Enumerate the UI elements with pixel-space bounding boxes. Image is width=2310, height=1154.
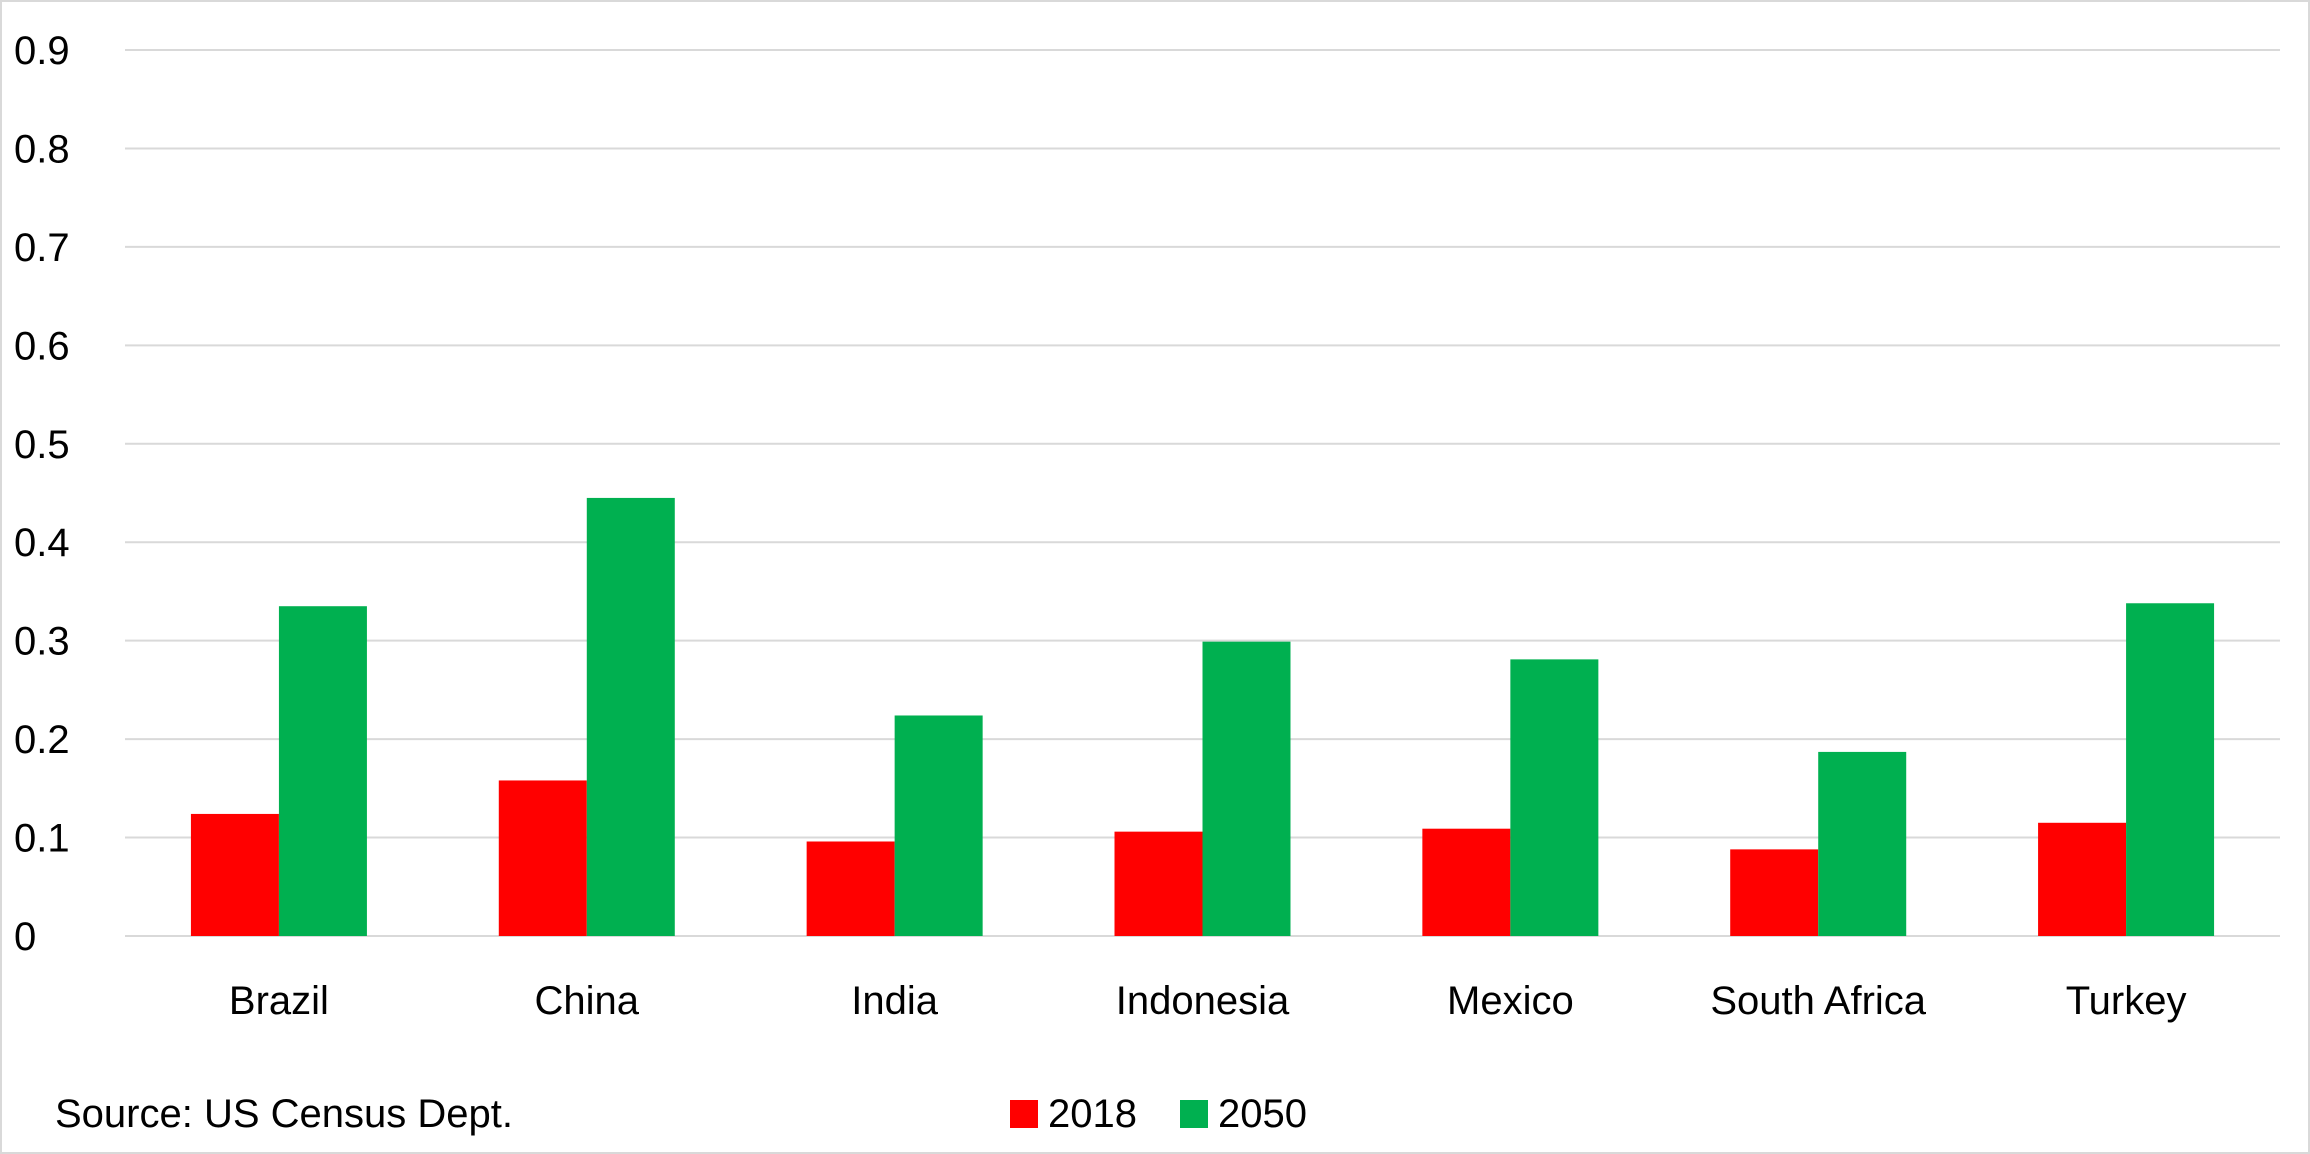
bar-2018-indonesia [1114,831,1203,936]
y-tick-label: 0.3 [14,620,70,664]
x-category-label: Indonesia [1116,979,1290,1023]
y-tick-label: 0.9 [14,29,70,73]
bar-2050-china [586,497,675,936]
x-category-label: Brazil [229,979,329,1023]
source-note: Source: US Census Dept. [55,1092,513,1136]
legend-label-2050: 2050 [1218,1092,1307,1136]
bar-2050-south-africa [1818,751,1907,936]
x-category-label: China [535,979,640,1023]
bars [190,497,2215,936]
bar-2050-brazil [278,606,367,936]
bar-2018-china [498,780,587,936]
legend-label-2018: 2018 [1048,1092,1137,1136]
x-category-label: Mexico [1447,979,1574,1023]
y-tick-label: 0 [14,915,36,959]
x-axis-labels: Brazil China India Indonesia Mexico South Afr… [229,979,2187,1023]
bar-2050-mexico [1510,659,1599,936]
y-tick-label: 0.2 [14,718,70,762]
bar-2050-indonesia [1202,641,1291,936]
bar-2018-brazil [190,813,279,936]
y-tick-label: 0.4 [14,521,70,565]
y-tick-label: 0.1 [14,817,70,861]
legend-swatch-2018 [1010,1100,1038,1128]
bar-2018-turkey [2038,822,2127,936]
y-tick-label: 0.5 [14,423,70,467]
bar-2018-south-africa [1730,849,1819,936]
x-category-label: Turkey [2066,979,2187,1023]
x-category-label: South Africa [1710,979,1926,1023]
legend: 2018 2050 [1010,1092,1307,1136]
bar-2050-turkey [2126,603,2215,936]
y-axis-ticks: 0 0.1 0.2 0.3 0.4 0.5 0.6 0.7 0.8 0.9 [14,29,70,959]
x-category-label: India [851,979,938,1023]
bar-2050-india [894,715,983,936]
gridlines [125,49,2280,937]
legend-swatch-2050 [1180,1100,1208,1128]
y-tick-label: 0.8 [14,127,70,171]
y-tick-label: 0.6 [14,324,70,368]
bar-2018-mexico [1422,828,1511,936]
bar-2018-india [806,841,895,936]
y-tick-label: 0.7 [14,226,70,270]
